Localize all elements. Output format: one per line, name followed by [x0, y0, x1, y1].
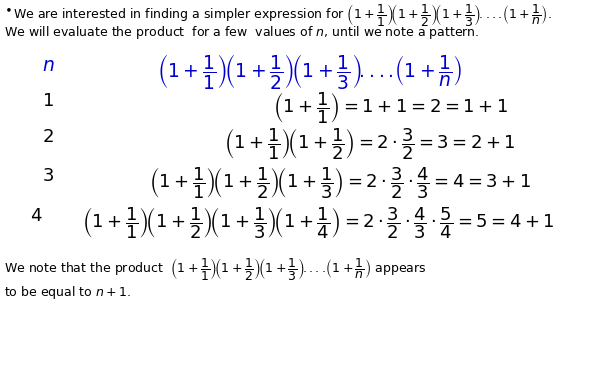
Text: $4$: $4$	[30, 207, 42, 225]
Text: to be equal to $n+1$.: to be equal to $n+1$.	[4, 284, 131, 301]
Text: We will evaluate the product  for a few  values of $n$, until we note a pattern.: We will evaluate the product for a few v…	[4, 24, 480, 41]
Text: $\left(1+\dfrac{1}{1}\right) = 1+1 = 2 = 1+1$: $\left(1+\dfrac{1}{1}\right) = 1+1 = 2 =…	[272, 90, 507, 126]
Text: $\mathit{n}$: $\mathit{n}$	[42, 56, 55, 75]
Text: $\left(1+\dfrac{1}{1}\right)\!\left(1+\dfrac{1}{2}\right)\!\left(1+\dfrac{1}{3}\: $\left(1+\dfrac{1}{1}\right)\!\left(1+\d…	[157, 52, 462, 91]
Text: $\bullet$: $\bullet$	[4, 2, 12, 15]
Text: $1$: $1$	[42, 92, 54, 110]
Text: $3$: $3$	[42, 167, 54, 185]
Text: We are interested in finding a simpler expression for $\left(1+\dfrac{1}{1}\righ: We are interested in finding a simpler e…	[13, 2, 552, 28]
Text: $2$: $2$	[42, 128, 54, 146]
Text: $\left(1+\dfrac{1}{1}\right)\!\left(1+\dfrac{1}{2}\right)\!\left(1+\dfrac{1}{3}\: $\left(1+\dfrac{1}{1}\right)\!\left(1+\d…	[82, 205, 554, 241]
Text: $\left(1+\dfrac{1}{1}\right)\!\left(1+\dfrac{1}{2}\right) = 2\cdot\dfrac{3}{2} =: $\left(1+\dfrac{1}{1}\right)\!\left(1+\d…	[224, 126, 516, 162]
Text: We note that the product  $\left(1+\dfrac{1}{1}\right)\!\left(1+\dfrac{1}{2}\rig: We note that the product $\left(1+\dfrac…	[4, 256, 426, 282]
Text: $\left(1+\dfrac{1}{1}\right)\!\left(1+\dfrac{1}{2}\right)\!\left(1+\dfrac{1}{3}\: $\left(1+\dfrac{1}{1}\right)\!\left(1+\d…	[149, 165, 531, 201]
